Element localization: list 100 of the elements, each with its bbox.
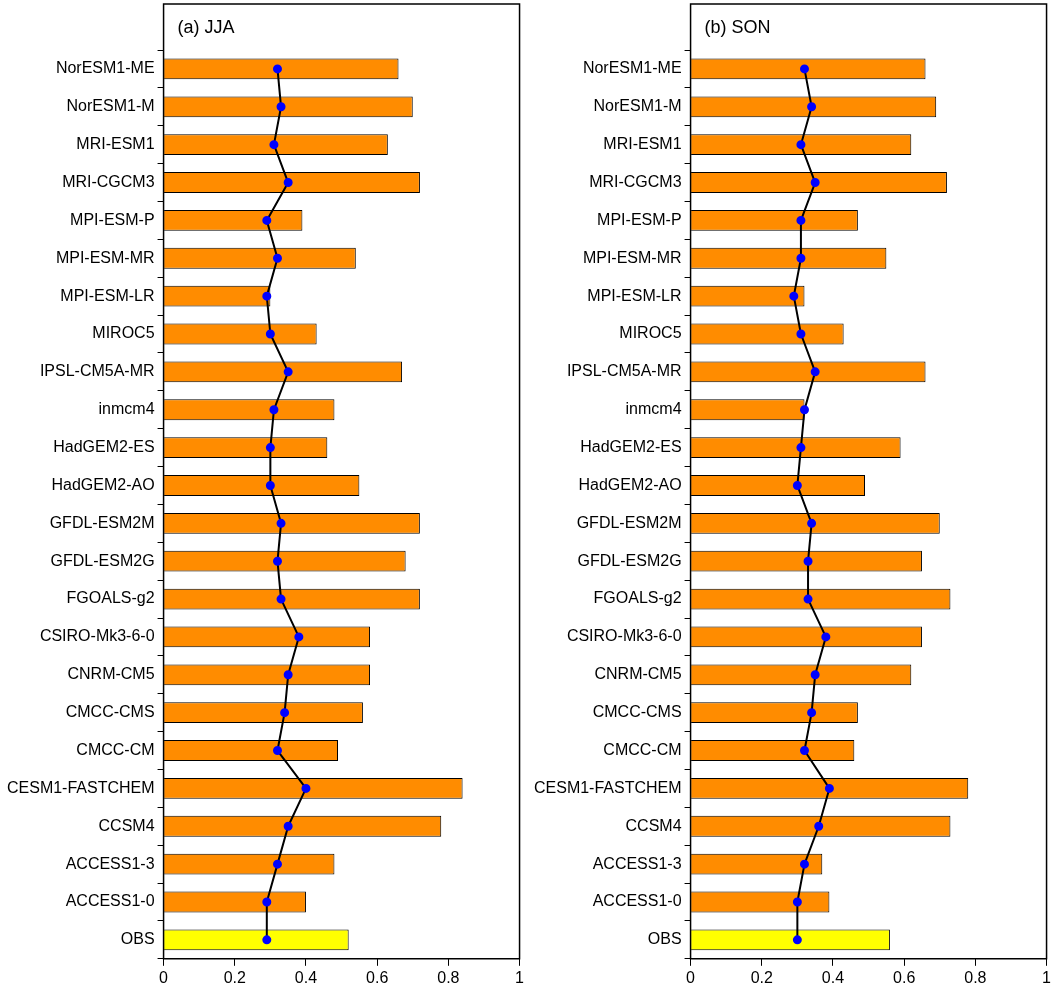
y-tick-label: inmcm4 bbox=[625, 400, 682, 418]
x-tick-label: 0.2 bbox=[223, 968, 246, 986]
point bbox=[792, 897, 802, 907]
chart-title: (a) JJA bbox=[177, 16, 235, 37]
point bbox=[814, 821, 824, 831]
point bbox=[269, 140, 279, 150]
y-tick-label: NorESM1-ME bbox=[582, 59, 682, 77]
point bbox=[262, 291, 272, 301]
y-tick-label: NorESM1-M bbox=[593, 97, 682, 115]
point bbox=[283, 367, 293, 377]
point bbox=[262, 215, 272, 225]
point bbox=[807, 708, 817, 718]
x-tick-label: 0.6 bbox=[366, 968, 389, 986]
y-tick-label: NorESM1-ME bbox=[55, 59, 155, 77]
y-tick-label: FGOALS-g2 bbox=[66, 589, 155, 607]
chart-title: (b) SON bbox=[704, 16, 771, 37]
point bbox=[796, 443, 806, 453]
y-tick-label: ACCESS1-3 bbox=[65, 854, 155, 872]
point bbox=[821, 632, 831, 642]
y-tick-label: OBS bbox=[647, 930, 682, 948]
x-tick-label: 0.2 bbox=[750, 968, 773, 986]
point bbox=[265, 480, 275, 490]
point bbox=[807, 102, 817, 112]
point bbox=[294, 632, 304, 642]
point bbox=[272, 746, 282, 756]
point bbox=[799, 405, 809, 415]
y-tick-label: CCSM4 bbox=[625, 816, 682, 834]
y-tick-label: MRI-CGCM3 bbox=[589, 172, 682, 190]
point bbox=[792, 480, 802, 490]
point bbox=[272, 253, 282, 263]
y-tick-label: CMCC-CM bbox=[76, 740, 155, 758]
y-tick-label: GFDL-ESM2M bbox=[576, 513, 682, 531]
y-tick-label: FGOALS-g2 bbox=[593, 589, 682, 607]
y-tick-label: MPI-ESM-MR bbox=[582, 248, 682, 266]
point bbox=[265, 443, 275, 453]
y-tick-label: CMCC-CM bbox=[603, 740, 682, 758]
point bbox=[276, 102, 286, 112]
point bbox=[796, 253, 806, 263]
point bbox=[301, 783, 311, 793]
y-tick-label: MIROC5 bbox=[619, 324, 682, 342]
point bbox=[276, 518, 286, 528]
y-tick-label: CMCC-CMS bbox=[65, 703, 155, 721]
y-tick-label: MPI-ESM-P bbox=[70, 210, 155, 228]
y-tick-label: CESM1-FASTCHEM bbox=[6, 778, 155, 796]
point bbox=[810, 178, 820, 188]
y-tick-label: GFDL-ESM2G bbox=[577, 551, 682, 569]
y-tick-label: CSIRO-Mk3-6-0 bbox=[39, 627, 155, 645]
y-tick-label: GFDL-ESM2G bbox=[50, 551, 155, 569]
y-tick-label: HadGEM2-AO bbox=[578, 475, 682, 493]
y-tick-label: CSIRO-Mk3-6-0 bbox=[566, 627, 682, 645]
point bbox=[810, 367, 820, 377]
point bbox=[796, 329, 806, 339]
point bbox=[796, 215, 806, 225]
y-tick-label: ACCESS1-0 bbox=[65, 892, 155, 910]
point bbox=[272, 556, 282, 566]
y-tick-label: GFDL-ESM2M bbox=[49, 513, 155, 531]
y-tick-label: CMCC-CMS bbox=[592, 703, 682, 721]
point bbox=[280, 708, 290, 718]
x-tick-label: 0.8 bbox=[437, 968, 460, 986]
y-tick-label: IPSL-CM5A-MR bbox=[39, 362, 155, 380]
y-tick-label: MPI-ESM-MR bbox=[55, 248, 155, 266]
x-tick-label: 0 bbox=[159, 968, 169, 986]
y-tick-label: CESM1-FASTCHEM bbox=[533, 778, 682, 796]
y-tick-label: HadGEM2-ES bbox=[53, 438, 155, 456]
point bbox=[810, 670, 820, 680]
point bbox=[789, 291, 799, 301]
point bbox=[272, 859, 282, 869]
y-tick-label: MRI-ESM1 bbox=[76, 135, 155, 153]
y-tick-label: MRI-CGCM3 bbox=[62, 172, 155, 190]
y-tick-label: MPI-ESM-P bbox=[597, 210, 682, 228]
y-tick-label: MPI-ESM-LR bbox=[60, 286, 155, 304]
point bbox=[824, 783, 834, 793]
point bbox=[799, 64, 809, 74]
y-tick-label: HadGEM2-AO bbox=[51, 475, 155, 493]
y-tick-label: MIROC5 bbox=[92, 324, 155, 342]
point bbox=[283, 821, 293, 831]
x-tick-label: 0.8 bbox=[964, 968, 987, 986]
point bbox=[283, 178, 293, 188]
point bbox=[276, 594, 286, 604]
x-tick-label: 1 bbox=[515, 968, 525, 986]
point bbox=[272, 64, 282, 74]
point bbox=[265, 329, 275, 339]
point bbox=[262, 935, 272, 945]
y-tick-label: CCSM4 bbox=[98, 816, 155, 834]
y-tick-label: CNRM-CM5 bbox=[67, 665, 155, 683]
y-tick-label: OBS bbox=[120, 930, 155, 948]
x-tick-label: 0.6 bbox=[893, 968, 916, 986]
point bbox=[803, 594, 813, 604]
y-tick-label: inmcm4 bbox=[98, 400, 155, 418]
x-tick-label: 0 bbox=[686, 968, 696, 986]
point bbox=[792, 935, 802, 945]
point bbox=[796, 140, 806, 150]
point bbox=[799, 859, 809, 869]
point bbox=[803, 556, 813, 566]
x-tick-label: 0.4 bbox=[821, 968, 845, 986]
point bbox=[283, 670, 293, 680]
y-tick-label: NorESM1-M bbox=[66, 97, 155, 115]
x-tick-label: 0.4 bbox=[294, 968, 318, 986]
point bbox=[269, 405, 279, 415]
y-tick-label: ACCESS1-3 bbox=[592, 854, 682, 872]
